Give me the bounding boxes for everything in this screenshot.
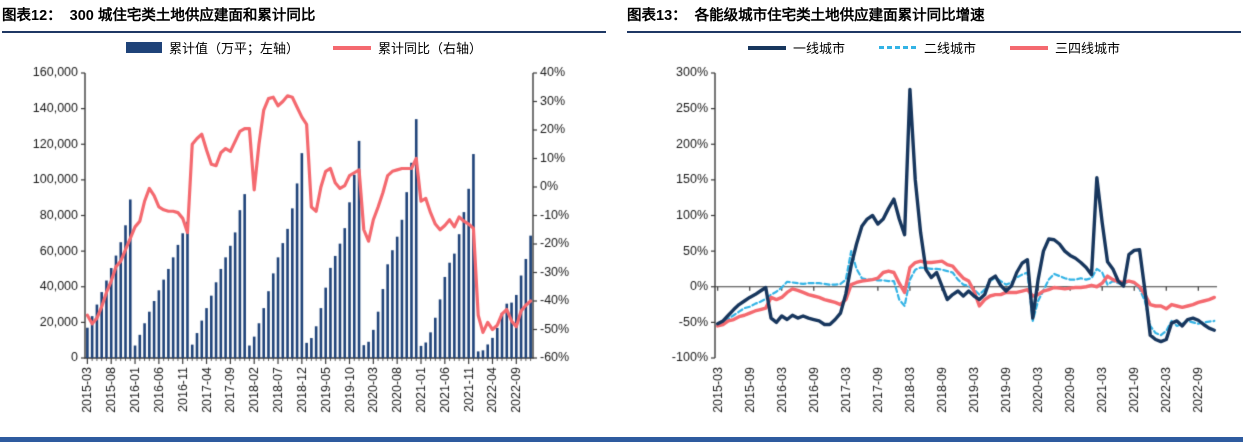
legend-item-cumulative-value: 累计值（万平；左轴） [125, 38, 299, 57]
page-footer-rule [0, 437, 1243, 442]
chart12-plot-canvas [0, 0, 608, 436]
chart12-header: 图表12： 300 城住宅类土地供应建面和累计同比 [2, 4, 606, 33]
chart12-label: 图表12： [2, 8, 62, 24]
line-swatch-icon [747, 45, 786, 50]
legend-label: 二线城市 [923, 41, 976, 56]
chart13-plot-canvas [625, 0, 1243, 436]
legend-item-tier1: 一线城市 [747, 38, 845, 57]
chart13-header: 图表13： 各能级城市住宅类土地供应建面累计同比增速 [627, 4, 1241, 33]
legend-item-tier2: 二线城市 [878, 38, 976, 57]
chart13-legend: 一线城市 二线城市 三四线城市 [625, 38, 1243, 57]
chart12-panel: 图表12： 300 城住宅类土地供应建面和累计同比 累计值（万平；左轴） 累计同比… [0, 0, 608, 442]
legend-item-tier34: 三四线城市 [1010, 38, 1120, 57]
legend-item-cumulative-yoy: 累计同比（右轴） [333, 38, 482, 57]
line-swatch-icon [333, 45, 371, 50]
chart13-label: 图表13： [627, 8, 687, 24]
chart13-title: 各能级城市住宅类土地供应建面累计同比增速 [694, 8, 985, 24]
bar-swatch-icon [125, 42, 162, 53]
dashed-line-swatch-icon [878, 46, 917, 49]
chart12-title: 300 城住宅类土地供应建面和累计同比 [69, 8, 316, 24]
legend-label: 累计同比（右轴） [378, 41, 483, 56]
chart13-panel: 图表13： 各能级城市住宅类土地供应建面累计同比增速 一线城市 二线城市 三四线城… [625, 0, 1243, 442]
legend-label: 三四线城市 [1055, 41, 1121, 56]
line-swatch-icon [1010, 45, 1048, 50]
legend-label: 累计值（万平；左轴） [168, 41, 299, 56]
legend-label: 一线城市 [792, 41, 845, 56]
chart12-legend: 累计值（万平；左轴） 累计同比（右轴） [0, 38, 608, 57]
